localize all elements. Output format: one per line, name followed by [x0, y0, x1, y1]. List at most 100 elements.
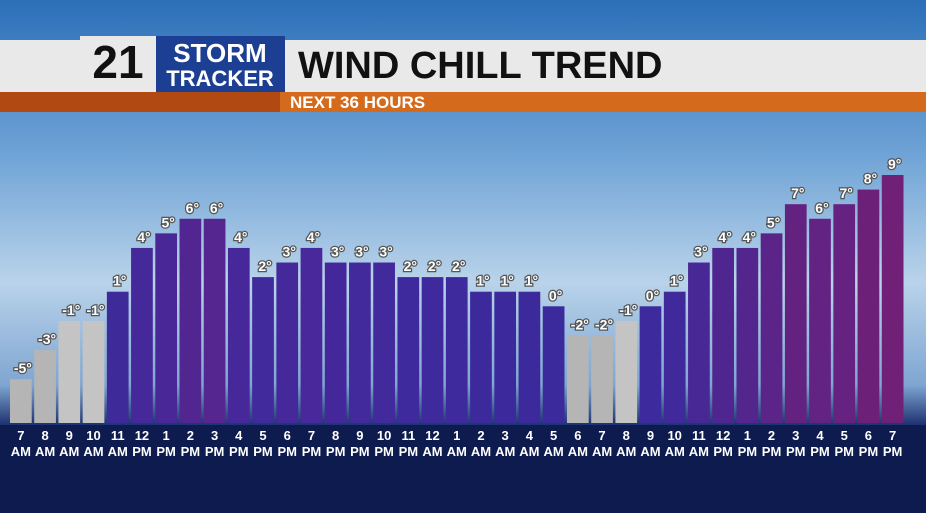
value-label: 2° — [452, 258, 465, 274]
value-label: 6° — [186, 200, 199, 216]
value-label: 6° — [210, 200, 223, 216]
bar — [784, 204, 807, 423]
value-label: 8° — [864, 171, 877, 187]
bar — [688, 262, 710, 423]
bar — [591, 335, 613, 423]
x-tick-label: 2 PM — [761, 428, 782, 459]
bar — [82, 320, 105, 423]
value-label: 1° — [476, 273, 489, 289]
x-tick-label: 4 PM — [810, 428, 830, 459]
x-tick-label: 2 AM — [470, 428, 492, 459]
x-tick-label: 9 PM — [350, 428, 370, 459]
bar — [881, 175, 904, 423]
bar — [470, 291, 492, 423]
value-label: 1° — [670, 273, 683, 289]
bar — [445, 277, 468, 423]
value-label: 3° — [355, 244, 368, 260]
x-tick-label: 9 AM — [640, 428, 661, 459]
bar — [179, 218, 202, 423]
bottom-band — [0, 425, 926, 513]
bar — [373, 262, 395, 423]
logo-line1: STORM — [173, 38, 266, 68]
value-label: -2° — [571, 316, 589, 332]
value-label: 3° — [694, 244, 707, 260]
x-tick-label: 5 AM — [543, 428, 564, 459]
bar — [518, 291, 541, 423]
x-tick-label: 12 AM — [422, 428, 443, 459]
x-tick-label: 2 PM — [180, 428, 201, 459]
logo-line2: TRACKER — [166, 66, 274, 91]
value-label: 2° — [404, 258, 417, 274]
x-tick-label: 4 AM — [519, 428, 540, 459]
value-label: 0° — [646, 287, 659, 303]
bar — [736, 247, 759, 423]
bar — [324, 262, 347, 423]
bar — [421, 277, 444, 423]
value-label: 4° — [307, 229, 320, 245]
value-label: 2° — [258, 258, 271, 274]
x-tick-label: 3 PM — [204, 428, 225, 459]
value-label: 0° — [549, 287, 562, 303]
x-tick-label: 10 AM — [664, 428, 685, 459]
x-tick-label: 8 AM — [34, 428, 56, 459]
x-tick-label: 1 PM — [737, 428, 758, 459]
bar — [300, 247, 323, 423]
logo-number-box — [80, 36, 156, 92]
value-label: 4° — [718, 229, 731, 245]
value-label: 4° — [743, 229, 756, 245]
bar — [857, 189, 880, 423]
x-tick-label: 9 AM — [59, 428, 80, 459]
bar — [494, 291, 517, 423]
x-tick-label: 7 PM — [301, 428, 322, 459]
bar — [106, 291, 129, 423]
bar — [833, 204, 856, 423]
value-label: 1° — [500, 273, 513, 289]
value-label: -1° — [62, 302, 80, 318]
bar — [252, 277, 274, 423]
value-label: 4° — [234, 229, 247, 245]
x-tick-label: 1 AM — [446, 428, 467, 459]
value-label: -1° — [619, 302, 637, 318]
x-tick-label: 6 PM — [858, 428, 879, 459]
value-label: 3° — [283, 244, 296, 260]
bar — [663, 291, 686, 423]
x-tick-label: 7 PM — [882, 428, 903, 459]
x-tick-label: 3 PM — [786, 428, 806, 459]
bar — [203, 218, 226, 423]
bar — [349, 262, 371, 423]
value-label: 6° — [815, 200, 828, 216]
x-tick-label: 6 PM — [277, 428, 297, 459]
x-tick-label: 5 PM — [253, 428, 273, 459]
value-label: 1° — [525, 273, 538, 289]
x-tick-label: 5 PM — [834, 428, 854, 459]
value-label: 9° — [888, 156, 901, 172]
value-label: -1° — [86, 302, 104, 318]
bar — [155, 233, 178, 423]
bar — [639, 306, 662, 423]
bar — [227, 247, 250, 423]
value-label: 7° — [791, 185, 804, 201]
x-tick-label: 7 AM — [10, 428, 31, 459]
bar — [131, 247, 153, 423]
value-label: -2° — [595, 316, 613, 332]
value-label: -3° — [38, 331, 56, 347]
x-tick-label: 11 PM — [398, 428, 419, 459]
value-label: 7° — [840, 185, 853, 201]
x-tick-label: 12 PM — [132, 428, 152, 459]
x-tick-label: 4 PM — [229, 428, 249, 459]
x-tick-label: 8 AM — [616, 428, 637, 459]
x-tick-label: 11 AM — [688, 428, 710, 459]
bar — [276, 262, 299, 423]
bar — [10, 379, 32, 423]
logo-number: 21 — [92, 36, 143, 88]
x-tick-label: 1 PM — [156, 428, 176, 459]
chart-subtitle: NEXT 36 HOURS — [290, 93, 425, 112]
bar — [566, 335, 589, 423]
bar — [615, 320, 638, 423]
value-label: 5° — [161, 214, 174, 230]
bar — [712, 247, 734, 423]
subtitle-bar-light — [280, 92, 926, 112]
bar — [760, 233, 783, 423]
